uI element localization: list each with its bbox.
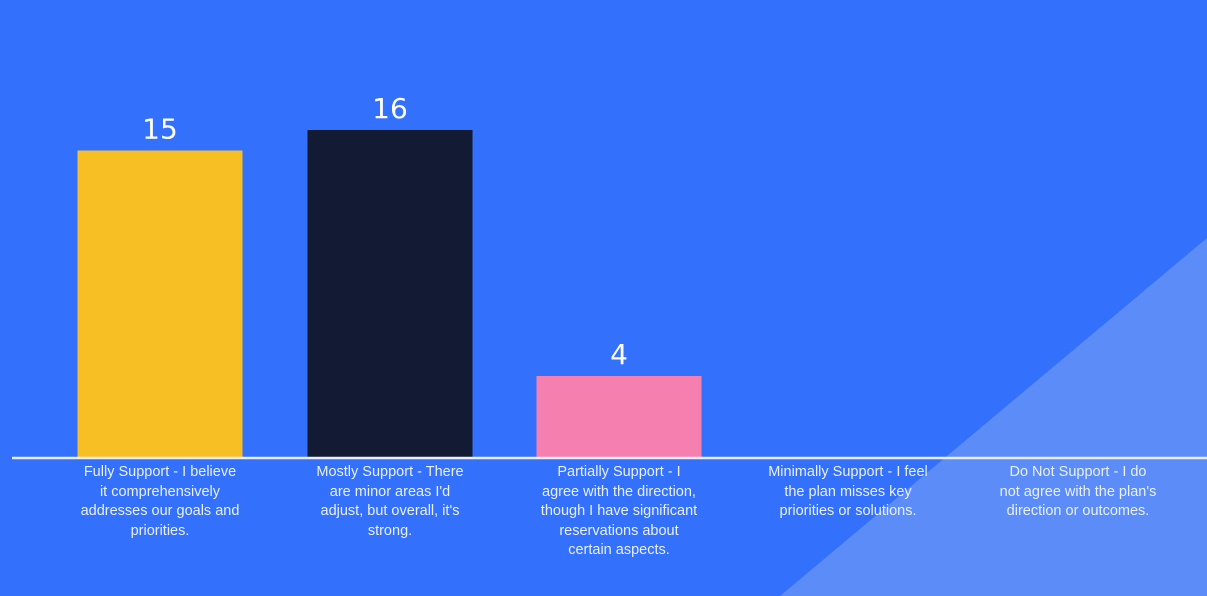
- bar-2: [307, 130, 473, 458]
- category-label-fully-support: Fully Support - I believe it comprehensi…: [80, 464, 240, 539]
- value-label-3: 4: [610, 338, 628, 371]
- bar-1: [77, 150, 243, 458]
- category-label-minimally-support: Minimally Support - I feel the plan miss…: [768, 464, 928, 519]
- value-label-2: 16: [372, 92, 408, 125]
- category-label-do-not-support: Do Not Support - I do not agree with the…: [999, 464, 1157, 519]
- bars-group: [77, 130, 702, 458]
- value-labels-group: 15 16 4: [142, 92, 628, 371]
- background-accent-shape: [780, 238, 1207, 596]
- bar-3: [536, 376, 702, 458]
- value-label-1: 15: [142, 113, 178, 146]
- category-label-mostly-support: Mostly Support - There are minor areas I…: [316, 464, 464, 539]
- category-label-partially-support: Partially Support - I agree with the dir…: [540, 464, 698, 558]
